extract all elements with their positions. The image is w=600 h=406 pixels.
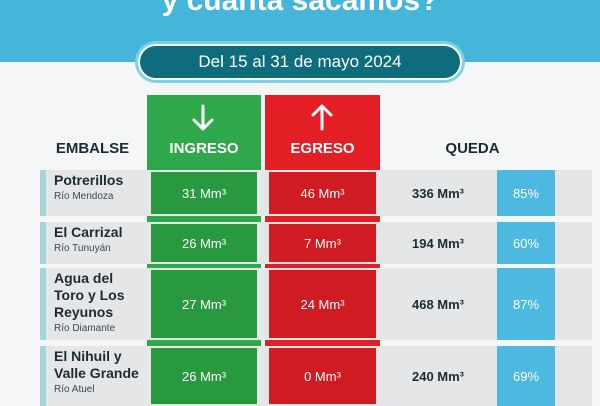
- column-header: INGRESO: [169, 140, 239, 157]
- river-name: Río Diamante: [54, 323, 116, 334]
- column-header: QUEDA: [445, 140, 500, 157]
- percent-cell: 60%: [497, 222, 555, 264]
- reservoir-name: Agua del Toro y Los Reyunos: [54, 270, 125, 320]
- queda-cell: 240 Mm³: [411, 368, 465, 384]
- row-accent: [40, 346, 46, 406]
- river-name: Río Atuel: [54, 384, 95, 395]
- column-header: EMBALSE: [55, 140, 130, 157]
- title: y cuánta sacamos?: [161, 0, 439, 17]
- ingreso-cell: 31 Mm³: [151, 172, 257, 214]
- queda-cell: 194 Mm³: [411, 235, 465, 251]
- percent-cell: 69%: [497, 346, 555, 406]
- reservoir-name: El Nihuil y Valle Grande: [54, 348, 139, 381]
- river-name: Río Mendoza: [54, 191, 114, 202]
- column-header: EGRESO: [290, 140, 355, 157]
- ingreso-cell: 27 Mm³: [151, 270, 257, 338]
- row-accent: [40, 268, 46, 340]
- egreso-cell: 24 Mm³: [269, 270, 376, 338]
- up-arrow: [311, 104, 333, 131]
- row-accent: [40, 170, 46, 216]
- river-name: Río Tunuyán: [54, 243, 111, 254]
- egreso-cell: 0 Mm³: [269, 348, 376, 404]
- reservoir-name: El Carrizal: [54, 224, 123, 240]
- percent-cell: 85%: [497, 170, 555, 216]
- down-arrow: [192, 104, 214, 131]
- percent-cell: 87%: [497, 268, 555, 340]
- ingreso-cell: 26 Mm³: [151, 348, 257, 404]
- row-accent: [40, 222, 46, 264]
- period-pill: Del 15 al 31 de mayo 2024: [138, 44, 462, 80]
- egreso-cell: 46 Mm³: [269, 172, 376, 214]
- queda-cell: 336 Mm³: [411, 185, 465, 201]
- ingreso-cell: 26 Mm³: [151, 224, 257, 262]
- reservoir-name: Potrerillos: [54, 172, 124, 188]
- queda-cell: 468 Mm³: [411, 296, 465, 312]
- egreso-cell: 7 Mm³: [269, 224, 376, 262]
